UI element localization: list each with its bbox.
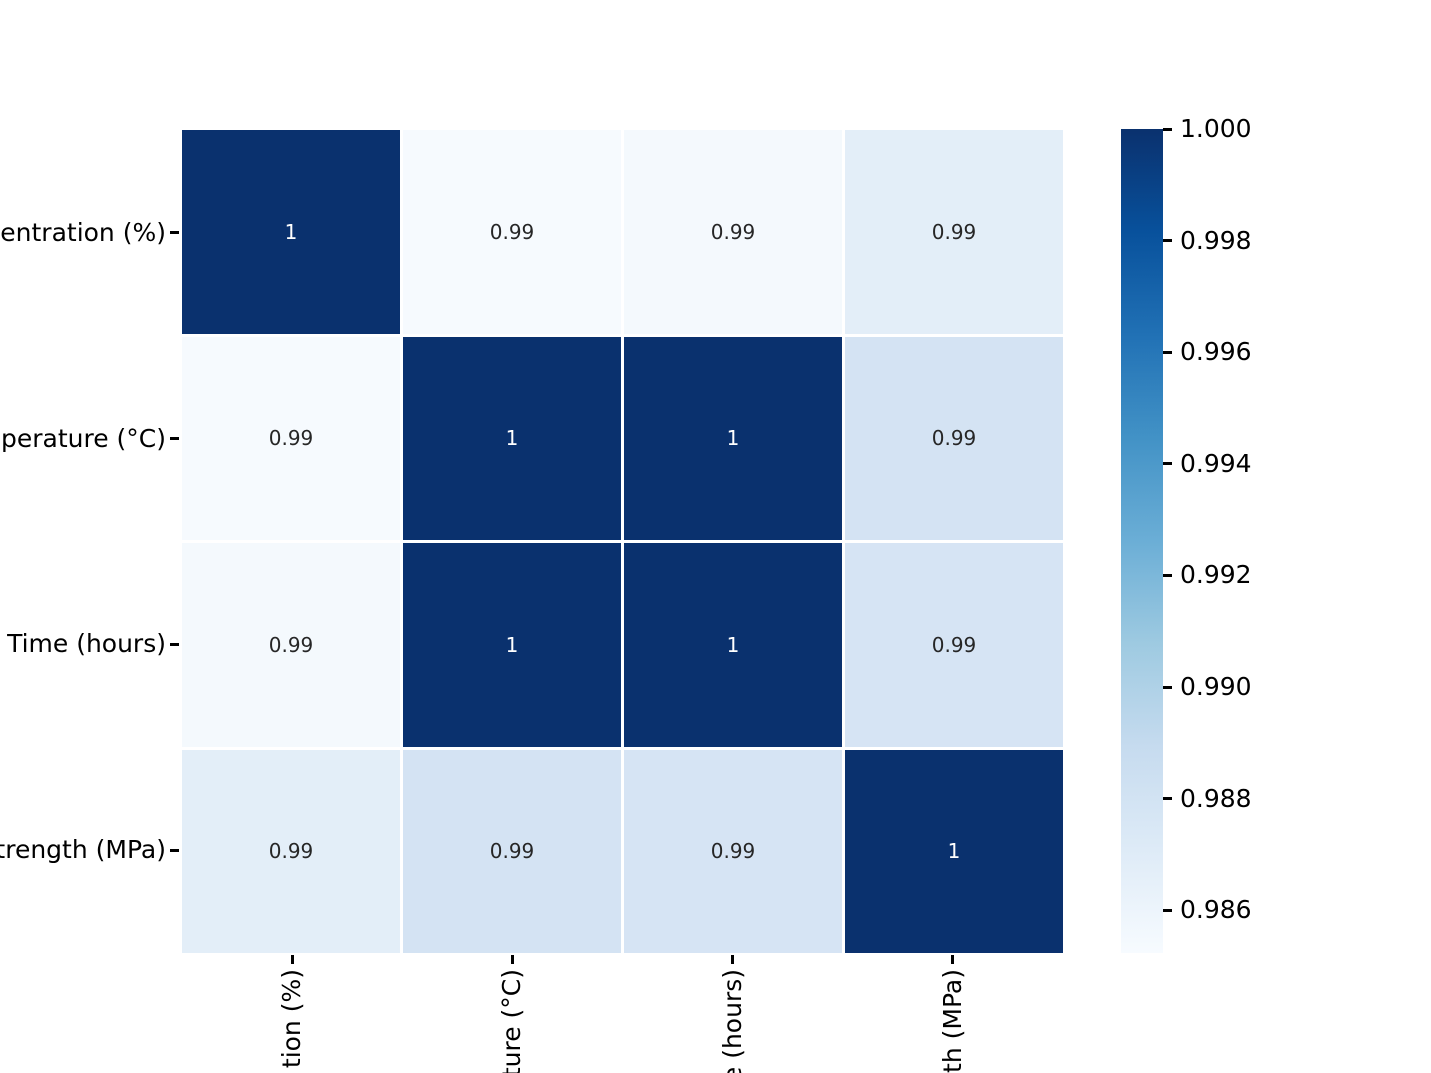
x-tick-label-text: tion (%) (277, 969, 307, 1069)
colorbar-tick-mark (1163, 127, 1172, 131)
colorbar-tick-label: 0.990 (1180, 672, 1252, 701)
heatmap-cell-r0c1: 0.99 (403, 130, 621, 334)
colorbar-tick-label: 1.000 (1180, 114, 1252, 143)
x-tick-label-text: ture (°C) (497, 969, 527, 1073)
heatmap-cell-r2c2: 1 (624, 543, 842, 747)
heatmap-cell-r3c0: 0.99 (182, 749, 400, 953)
y-tick-label: Time (hours) (7, 629, 166, 659)
cell-annotation: 0.99 (268, 632, 314, 657)
y-tick-label: perature (°C) (0, 423, 166, 453)
cell-annotation: 0.99 (710, 839, 756, 864)
x-tick-mark (731, 955, 735, 964)
x-tick-label: e (hours) (717, 969, 749, 1073)
heatmap-cell-r0c2: 0.99 (624, 130, 842, 334)
heatmap-cell-r3c3: 1 (845, 749, 1063, 953)
cell-annotation: 0.99 (931, 426, 977, 451)
heatmap-cell-r1c2: 1 (624, 336, 842, 540)
heatmap-cell-r1c1: 1 (403, 336, 621, 540)
heatmap-grid: 1 0.99 0.99 0.99 0.99 1 1 0.99 0.99 1 1 0.99 0.99 0.9… (182, 130, 1063, 953)
colorbar-tick-mark (1163, 239, 1172, 243)
colorbar-tick-mark (1163, 685, 1172, 689)
colorbar-tick-label: 0.994 (1180, 448, 1252, 478)
y-tick-label: trength (MPa) (0, 835, 166, 865)
x-tick-mark (290, 955, 294, 964)
colorbar-tick-label: 0.996 (1180, 337, 1252, 367)
cell-annotation: 0.99 (931, 632, 977, 657)
colorbar-gradient (1121, 129, 1163, 953)
y-tick-mark (170, 231, 179, 235)
cell-annotation: 0.99 (489, 839, 535, 864)
heatmap-cell-r2c3: 0.99 (845, 543, 1063, 747)
colorbar-tick-mark (1163, 908, 1172, 912)
cell-annotation: 1 (947, 839, 961, 864)
cell-annotation: 0.99 (489, 219, 535, 244)
y-tick-mark (170, 437, 179, 441)
heatmap-cell-r0c3: 0.99 (845, 130, 1063, 334)
colorbar-tick-mark (1163, 462, 1172, 466)
cell-annotation: 1 (505, 632, 519, 657)
heatmap-cell-r1c3: 0.99 (845, 336, 1063, 540)
colorbar-tick-label: 0.988 (1180, 783, 1252, 813)
y-tick-mark (170, 848, 179, 852)
heatmap-cell-r2c0: 0.99 (182, 543, 400, 747)
x-tick-label: th (MPa) (937, 969, 969, 1073)
x-tick-mark (951, 955, 955, 964)
colorbar-tick-label: 0.992 (1180, 560, 1252, 590)
colorbar-tick-label: 0.986 (1180, 895, 1252, 925)
heatmap-cell-r2c1: 1 (403, 543, 621, 747)
heatmap-cell-r0c0: 1 (182, 130, 400, 334)
cell-annotation: 1 (505, 426, 519, 451)
heatmap-cell-r3c1: 0.99 (403, 749, 621, 953)
x-tick-label: ture (°C) (496, 969, 528, 1073)
x-tick-mark (510, 955, 514, 964)
y-tick-label: entration (%) (0, 217, 166, 247)
colorbar-tick-mark (1163, 573, 1172, 577)
cell-annotation: 0.99 (931, 219, 977, 244)
cell-annotation: 0.99 (268, 839, 314, 864)
colorbar-tick-mark (1163, 797, 1172, 801)
heatmap-cell-r3c2: 0.99 (624, 749, 842, 953)
x-tick-label-text: e (hours) (717, 969, 747, 1073)
colorbar-tick-label: 0.998 (1180, 225, 1252, 255)
cell-annotation: 1 (726, 426, 740, 451)
cell-annotation: 1 (726, 632, 740, 657)
cell-annotation: 1 (284, 219, 298, 244)
x-tick-label: tion (%) (276, 969, 308, 1072)
colorbar-tick-mark (1163, 350, 1172, 354)
cell-annotation: 0.99 (710, 219, 756, 244)
heatmap-cell-r1c0: 0.99 (182, 336, 400, 540)
x-tick-label-text: th (MPa) (937, 969, 967, 1073)
cell-annotation: 0.99 (268, 426, 314, 451)
y-tick-mark (170, 642, 179, 646)
